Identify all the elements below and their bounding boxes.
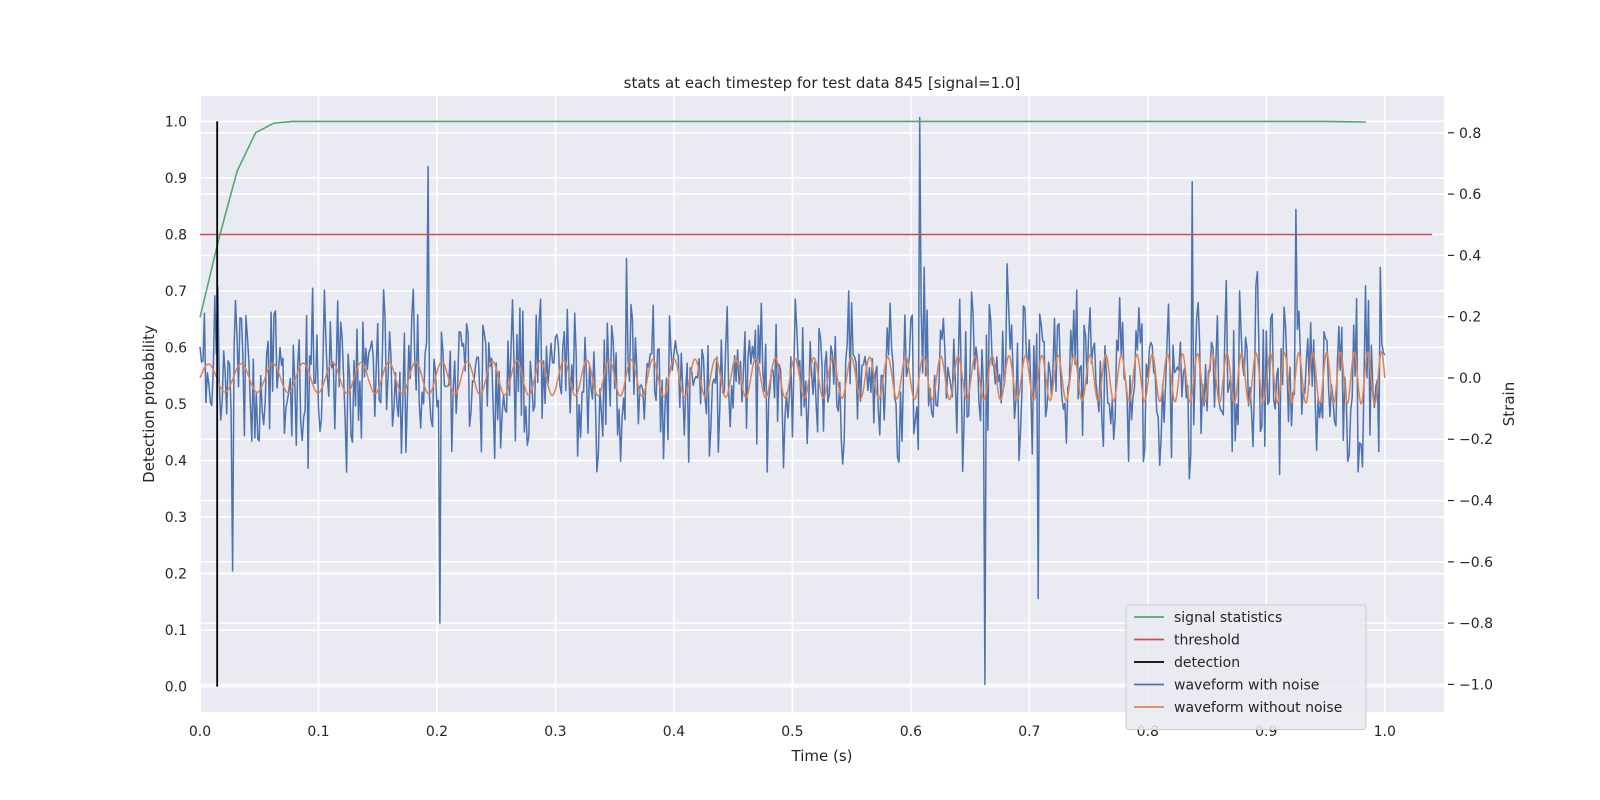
- y-tick-label: 0.4: [165, 454, 187, 470]
- x-tick-label: 0.2: [426, 724, 448, 740]
- legend-label: signal statistics: [1174, 610, 1282, 626]
- y-tick-label: 0.6: [165, 340, 187, 356]
- legend-label: waveform without noise: [1174, 700, 1342, 716]
- x-tick-label: 0.3: [544, 724, 566, 740]
- legend-box: [1125, 604, 1367, 730]
- y-tick-label: 0.9: [165, 171, 187, 187]
- y-ticks: 0.0 0.1 0.2 0.3 0.4 0.5 0.6 0.7 0.8 0.9 1.0: [165, 114, 187, 695]
- y-tick-label: 1.0: [165, 114, 187, 130]
- plot-lines: [199, 116, 1433, 687]
- y2-tick-label: 0.2: [1459, 310, 1481, 326]
- legend-label: waveform with noise: [1174, 678, 1319, 694]
- y-tick-label: 0.7: [165, 284, 187, 300]
- waveform-without-noise-line: [199, 350, 1386, 406]
- y2-ticks: −1.0 −0.8 −0.6 −0.4 −0.2 0.0 0.2 0.4 0.6 0.8: [1448, 126, 1493, 693]
- x-tick-label: 1.0: [1374, 724, 1396, 740]
- y2-tick-label: 0.4: [1459, 248, 1481, 264]
- y2-tick-label: −0.4: [1459, 494, 1493, 510]
- x-tick-label: 0.4: [663, 724, 685, 740]
- legend-label: threshold: [1174, 633, 1240, 649]
- y2-tick-label: −0.6: [1459, 555, 1493, 571]
- x-tick-label: 0.5: [781, 724, 803, 740]
- x-tick-label: 0.6: [900, 724, 922, 740]
- y2-tick-label: 0.0: [1459, 371, 1481, 387]
- signal-statistics-line: [199, 120, 1366, 318]
- y2-tick-label: 0.8: [1459, 126, 1481, 142]
- x-tick-label: 0.0: [189, 724, 211, 740]
- chart-title: stats at each timestep for test data 845…: [624, 74, 1021, 92]
- x-axis-label: Time (s): [791, 747, 853, 765]
- y-tick-label: 0.5: [165, 397, 187, 413]
- y-tick-label: 0.1: [165, 623, 187, 639]
- x-ticks: 0.0 0.1 0.2 0.3 0.4 0.5 0.6 0.7 0.8 0.9 1.0: [189, 724, 1396, 740]
- y2-tick-label: 0.6: [1459, 187, 1481, 203]
- y-tick-label: 0.2: [165, 567, 187, 583]
- y2-tick-label: −0.8: [1459, 616, 1493, 632]
- x-tick-label: 0.7: [1018, 724, 1040, 740]
- legend-label: detection: [1174, 655, 1240, 671]
- y2-tick-label: −0.2: [1459, 432, 1493, 448]
- y-tick-label: 0.8: [165, 227, 187, 243]
- y-tick-label: 0.3: [165, 510, 187, 526]
- legend: signal statistics threshold detection wavef…: [1125, 604, 1367, 730]
- x-tick-label: 0.1: [307, 724, 329, 740]
- y2-axis-label: Strain: [1500, 382, 1518, 426]
- y-tick-label: 0.0: [165, 680, 187, 696]
- y2-tick-label: −1.0: [1459, 677, 1493, 693]
- y-axis-label: Detection probability: [140, 325, 158, 483]
